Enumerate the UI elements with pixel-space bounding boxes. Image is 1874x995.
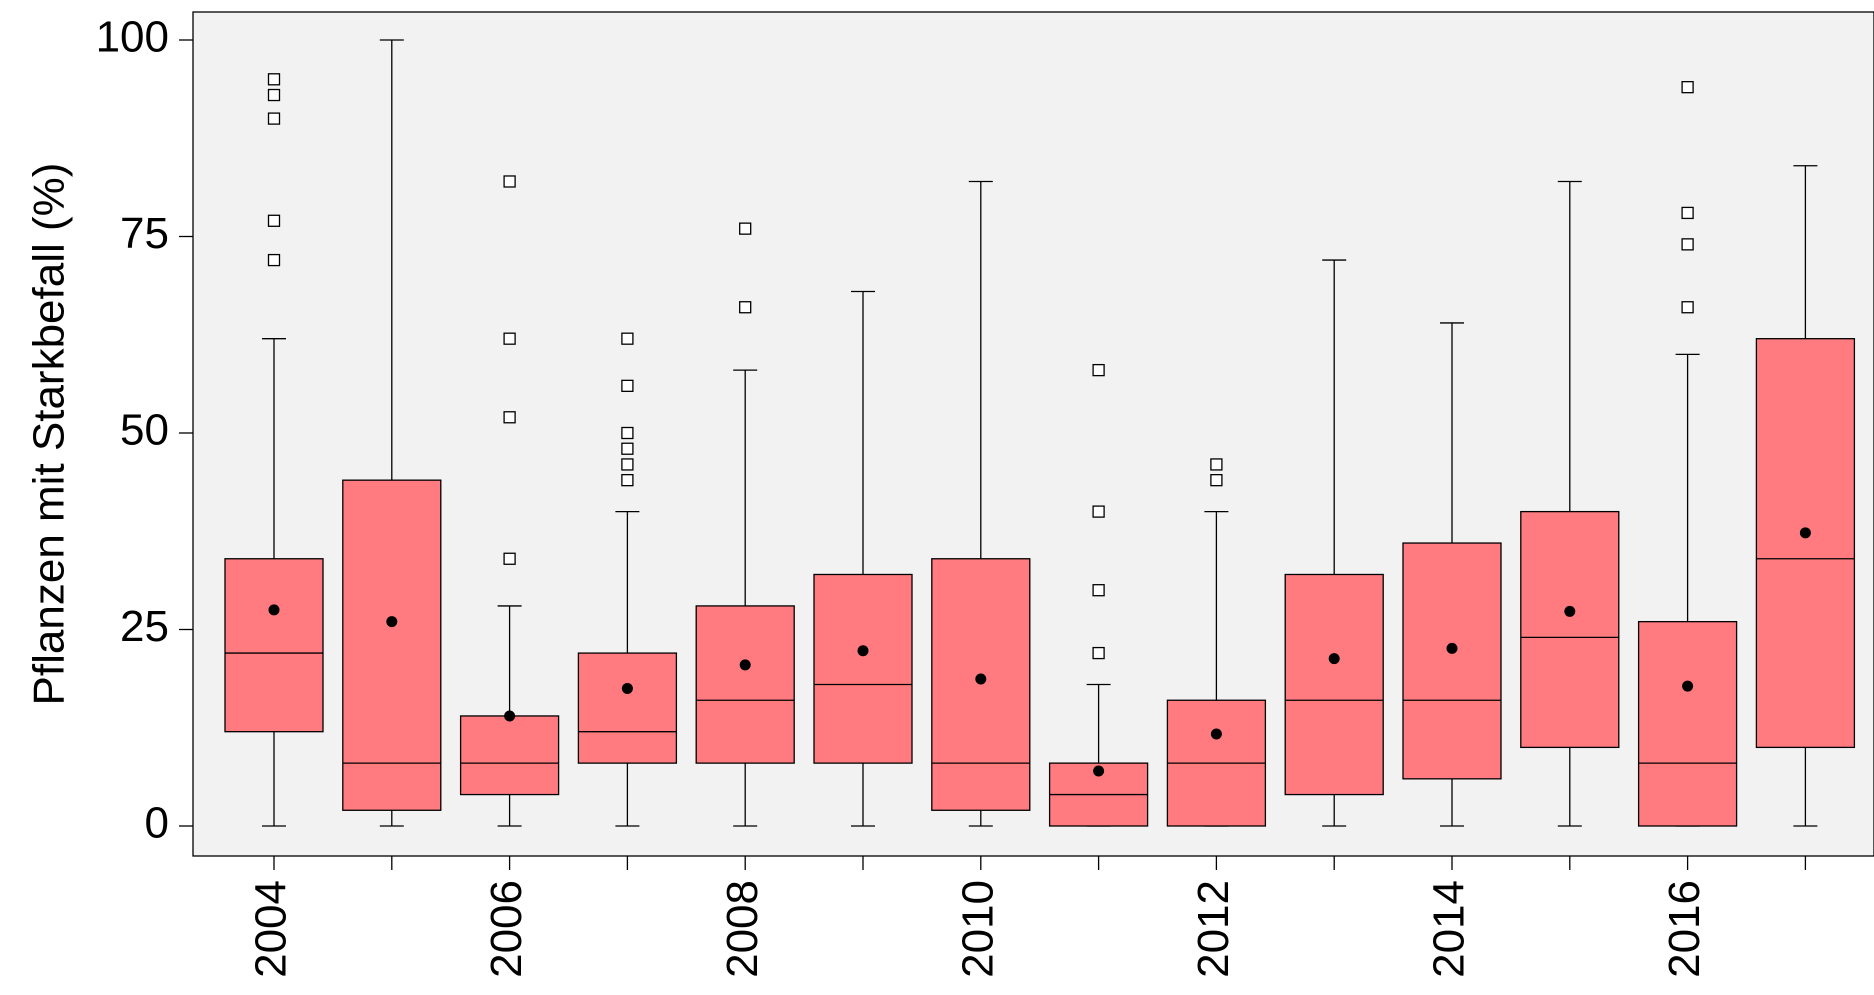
box-2006 <box>459 175 560 827</box>
outlier-marker <box>503 411 516 424</box>
box-2008 <box>695 222 795 827</box>
x-tick-label: 2006 <box>482 880 531 978</box>
mean-marker <box>1210 728 1222 740</box>
outlier-marker <box>1092 646 1105 660</box>
outlier-marker <box>1210 474 1223 487</box>
y-axis-title: Pflanzen mit Starkbefall (%) <box>25 163 74 706</box>
mean-marker <box>1446 642 1458 654</box>
y-tick-label: 50 <box>120 406 169 455</box>
x-tick-label: 2014 <box>1425 880 1474 978</box>
iqr-box <box>1520 510 1620 749</box>
outlier-marker <box>1210 458 1223 471</box>
box-2016 <box>1637 81 1738 827</box>
box-2007 <box>577 332 678 827</box>
outlier-marker <box>267 73 281 86</box>
outlier-marker <box>503 552 516 565</box>
iqr-box <box>1637 620 1738 827</box>
y-tick-label: 0 <box>145 799 169 848</box>
mean-marker <box>857 645 869 657</box>
box-2010 <box>931 180 1031 827</box>
outlier-marker <box>621 332 634 345</box>
y-tick-label: 25 <box>120 602 169 651</box>
x-tick-label: 2008 <box>718 880 767 978</box>
y-axis: 0 25 50 75 100 <box>96 13 193 848</box>
iqr-box <box>459 715 560 796</box>
mean-marker <box>268 604 280 616</box>
outlier-marker <box>267 88 281 102</box>
box-2009 <box>813 290 913 827</box>
iqr-box <box>695 605 795 764</box>
outlier-marker <box>1092 584 1105 597</box>
mean-marker <box>504 710 516 722</box>
box-2005 <box>342 39 442 827</box>
outlier-marker <box>1681 81 1694 94</box>
outlier-marker <box>621 442 634 455</box>
outlier-marker <box>621 458 634 471</box>
mean-marker <box>1093 765 1105 777</box>
box-2014 <box>1402 322 1502 827</box>
outlier-marker <box>267 214 281 227</box>
plot-area <box>192 11 1874 857</box>
box-2004 <box>224 73 324 827</box>
box-2013 <box>1284 259 1384 827</box>
mean-marker <box>1682 680 1694 692</box>
y-tick-label: 75 <box>120 209 169 258</box>
mean-marker <box>975 673 987 685</box>
outlier-marker <box>621 426 634 440</box>
outlier-marker <box>1092 363 1105 377</box>
box-2011 <box>1048 363 1149 827</box>
x-tick-label: 2016 <box>1660 880 1709 978</box>
outlier-marker <box>503 332 516 345</box>
outlier-marker <box>1092 505 1105 518</box>
box-2017 <box>1755 165 1856 827</box>
box-2015 <box>1520 180 1620 827</box>
mean-marker <box>621 682 633 694</box>
iqr-box <box>1402 542 1502 780</box>
iqr-box <box>1284 573 1384 796</box>
x-axis: 2004 2006 2008 2010 2012 2014 2016 <box>247 856 1807 978</box>
mean-marker <box>1799 527 1811 539</box>
outlier-marker <box>1681 301 1694 314</box>
x-tick-label: 2004 <box>247 880 296 978</box>
chart-marks <box>224 39 1856 827</box>
box-2012 <box>1166 458 1267 827</box>
outlier-marker <box>267 112 281 125</box>
mean-marker <box>1564 605 1576 617</box>
mean-marker <box>386 616 398 628</box>
outlier-marker <box>503 175 516 188</box>
outlier-marker <box>621 379 634 392</box>
mean-marker <box>739 659 751 671</box>
x-tick-label: 2010 <box>953 880 1002 978</box>
iqr-box <box>931 558 1031 811</box>
iqr-box <box>577 652 678 764</box>
outlier-marker <box>267 253 281 267</box>
outlier-marker <box>739 222 752 235</box>
iqr-box <box>342 479 442 811</box>
x-tick-label: 2012 <box>1189 880 1238 978</box>
outlier-marker <box>1681 206 1694 220</box>
outlier-marker <box>621 474 634 487</box>
iqr-box <box>224 558 324 733</box>
iqr-box <box>813 573 913 764</box>
iqr-box <box>1755 338 1856 749</box>
outlier-marker <box>1681 238 1694 251</box>
y-tick-label: 100 <box>96 13 169 62</box>
outlier-marker <box>739 301 752 314</box>
mean-marker <box>1328 653 1340 665</box>
